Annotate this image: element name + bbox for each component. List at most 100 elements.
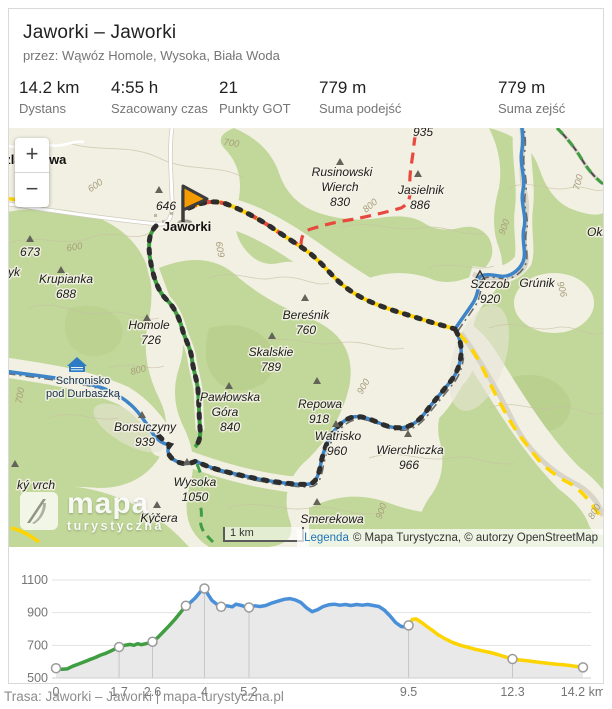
map-label: 726 [141,333,161,347]
map-label: 906 [554,280,569,299]
stat-time: 4:55 h Szacowany czas [111,78,219,116]
map-contours [9,142,603,515]
map-label: Kýčera [140,511,178,525]
szczob-arrow-icon [474,269,486,281]
peak-icon [225,382,233,389]
map-label: 830 [330,195,350,209]
waypoint-marker [577,662,589,673]
peak-icon [26,235,34,242]
map-label: 760 [296,323,316,337]
trail-green-ne-border [556,128,603,185]
peak-icon [301,294,309,301]
peak-icon [57,266,65,273]
route-card: Jaworki – Jaworki przez: Wąwóz Homole, W… [8,8,605,699]
stat-distance: 14.2 km Dystans [19,78,111,116]
stat-time-value: 4:55 h [111,78,159,97]
zoom-control: + − [15,138,49,207]
chart-area [56,588,583,678]
waypoint-marker [215,601,227,613]
map-label: 840 [220,420,240,434]
page-title: Jaworki – Jaworki [23,22,177,43]
legend-link[interactable]: Legenda [304,532,349,544]
route-via: przez: Wąwóz Homole, Wysoka, Biała Woda [23,48,280,63]
map-label: Skalskie [249,345,294,359]
stat-ascent: 779 m Suma podejść [319,78,498,116]
profile-yellow-trail [406,617,585,670]
waypoint-marker [243,602,255,613]
elevation-chart-svg: 500 700 900 1100 0 1.7 2.6 4 5.2 9.5 12.3 14.2 km [21,573,605,699]
route-dots [146,199,464,487]
start-flag-icon [178,184,209,225]
peak-icon [336,158,344,165]
route-stats: 14.2 km Dystans 4:55 h Szacowany czas 21… [19,78,589,116]
waypoint-marker [180,600,192,612]
trail-green-south [195,463,215,544]
map-label: 920 [480,292,500,306]
svg-text:0: 0 [53,685,60,699]
map-labels: Szlachtowa646Jaworki673ykKrupianka688Hom… [9,128,603,528]
map-label: ký vrch [17,478,55,492]
trail-green-ne [555,128,603,186]
map-label: 609 [213,241,227,259]
peak-icon [313,498,321,505]
map-viewport[interactable]: Szlachtowa646Jaworki673ykKrupianka688Hom… [9,128,603,547]
peak-icon [313,377,321,384]
map-label: Okr [587,225,603,239]
map-label: yk [9,265,21,279]
peak-icon [11,460,19,467]
svg-text:1100: 1100 [21,573,48,587]
trail-red [299,128,419,247]
waypoint-marker [199,583,210,594]
svg-text:12.3: 12.3 [500,685,524,699]
map-label: 700 [571,173,586,192]
map-label: Wierch [321,180,359,194]
chart-waypoints [50,583,589,674]
map-label: Góra [212,405,239,419]
svg-text:700: 700 [27,638,48,652]
stat-got-label: Punkty GOT [219,101,291,116]
map-label: Grúnik [519,276,555,290]
waypoint-marker [50,662,62,674]
stat-distance-label: Dystans [19,101,66,116]
map-label: Jaworki [163,219,211,234]
map-label: 935 [413,128,433,139]
map-label: 789 [261,360,281,374]
waypoint-marker [507,653,518,665]
map-label: 1050 [182,490,209,504]
page-footer: Trasa: Jaworki – Jaworki | mapa-turystyc… [4,689,284,704]
zoom-in-button[interactable]: + [15,138,49,173]
map-label: pod Durbaszką [46,388,121,400]
svg-text:9.5: 9.5 [400,685,417,699]
svg-text:4: 4 [201,685,208,699]
map-label: Rusinowski [312,165,373,179]
zoom-out-button[interactable]: − [25,176,39,201]
peak-icon [143,314,151,321]
peak-icon [268,332,276,339]
map-label: 960 [327,444,347,458]
waypoint-marker [113,641,125,653]
hut-icon [67,357,87,372]
map-label: Homole [128,318,170,332]
map-label: 900 [497,217,513,236]
peak-icon [183,458,191,465]
map-label: 600 [66,241,84,255]
chart-labels: 500 700 900 1100 0 1.7 2.6 4 5.2 9.5 12.3 14.2 km [21,573,605,699]
chart-vgrid [118,588,513,678]
map-label: 700 [223,137,241,150]
stat-ascent-label: Suma podejść [319,101,402,116]
map-label: 700 [14,386,28,404]
map-label: Pawłowska [200,390,260,404]
peak-icon [414,170,422,177]
map-svg: Szlachtowa646Jaworki673ykKrupianka688Hom… [9,128,603,547]
map-label: 673 [20,245,40,259]
waypoint-marker [403,620,414,631]
svg-text:1.7: 1.7 [110,685,127,699]
svg-text:2.6: 2.6 [144,685,161,699]
elevation-chart: 500 700 900 1100 0 1.7 2.6 4 5.2 9.5 12.3 14.2 km [9,547,605,704]
attribution-text: © Mapa Turystyczna, © autorzy OpenStreet… [352,532,598,544]
map-label: Bereśnik [283,308,331,322]
scale-bar: 1 km [223,527,304,542]
stat-descent: 779 m Suma zejść [498,78,565,116]
map-label: Smerekowa [300,512,364,526]
svg-text:900: 900 [27,606,48,620]
